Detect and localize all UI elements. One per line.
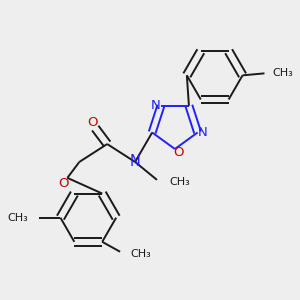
Text: N: N [198,126,208,139]
Text: N: N [130,154,140,169]
Text: N: N [151,99,161,112]
Text: CH₃: CH₃ [272,68,293,78]
Text: CH₃: CH₃ [8,213,29,223]
Text: CH₃: CH₃ [169,177,190,187]
Text: O: O [87,116,98,129]
Text: CH₃: CH₃ [130,249,151,259]
Text: O: O [58,177,69,190]
Text: O: O [174,146,184,160]
